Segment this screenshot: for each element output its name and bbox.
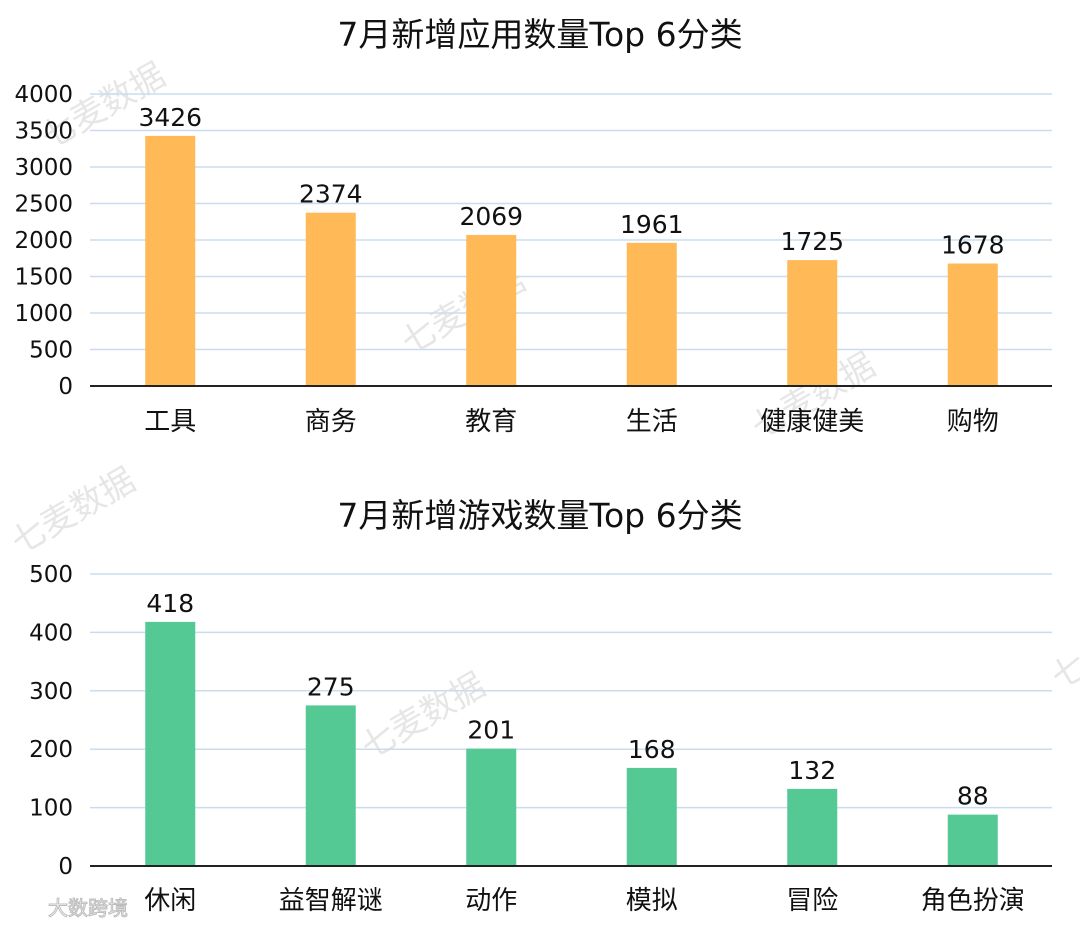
y-tick-label: 400 xyxy=(29,620,73,646)
bar xyxy=(947,814,998,866)
x-tick-label: 工具 xyxy=(144,407,196,437)
bar xyxy=(145,621,196,866)
bar xyxy=(145,135,196,386)
bar xyxy=(466,234,517,386)
y-tick-label: 500 xyxy=(29,562,73,588)
x-tick-label: 教育 xyxy=(465,407,517,437)
brand-watermark: 大数跨境 xyxy=(48,896,128,920)
apps-chart: 7月新增应用数量Top 6分类 0 500 1000 1500 2000 2500 3000 3… xyxy=(14,15,1052,437)
y-tick-label: 4000 xyxy=(14,82,73,108)
data-label: 2069 xyxy=(459,202,523,231)
y-tick-label: 3000 xyxy=(14,155,73,181)
data-label: 1961 xyxy=(620,210,684,239)
y-tick-label: 0 xyxy=(58,854,73,880)
x-tick-label: 动作 xyxy=(465,886,517,916)
chart-title: 7月新增游戏数量Top 6分类 xyxy=(337,496,742,535)
bar xyxy=(466,748,517,866)
bar xyxy=(787,788,838,866)
watermark-text: 七麦数据 xyxy=(5,460,143,563)
x-tick-label: 生活 xyxy=(626,407,678,437)
y-tick-label: 1500 xyxy=(14,265,73,291)
x-tick-label: 休闲 xyxy=(144,886,196,916)
data-label: 168 xyxy=(628,735,676,764)
x-tick-label: 模拟 xyxy=(626,886,678,916)
y-tick-label: 0 xyxy=(58,374,73,400)
y-tick-label: 1000 xyxy=(14,301,73,327)
bar xyxy=(305,212,356,386)
y-tick-label: 3500 xyxy=(14,119,73,145)
data-label: 418 xyxy=(146,589,194,618)
bar xyxy=(787,260,838,386)
y-tick-label: 200 xyxy=(29,737,73,763)
data-label: 132 xyxy=(788,756,836,785)
data-label: 2374 xyxy=(299,180,363,209)
data-label: 275 xyxy=(307,672,355,701)
x-tick-label: 购物 xyxy=(947,407,999,437)
x-tick-label: 益智解谜 xyxy=(279,886,383,916)
data-label: 3426 xyxy=(138,103,202,132)
x-tick-label: 角色扮演 xyxy=(921,886,1025,916)
bar xyxy=(947,263,998,386)
data-label: 1725 xyxy=(780,227,844,256)
bar xyxy=(626,767,677,866)
watermark-text: 七麦数据 xyxy=(1045,595,1080,698)
data-label: 1678 xyxy=(941,231,1005,260)
y-tick-label: 100 xyxy=(29,796,73,822)
data-label: 201 xyxy=(467,716,515,745)
x-tick-label: 健康健美 xyxy=(760,407,864,437)
x-tick-label: 商务 xyxy=(305,407,357,437)
chart-title: 7月新增应用数量Top 6分类 xyxy=(337,15,742,54)
games-chart: 7月新增游戏数量Top 6分类 0 100 200 300 400 500 418 休闲 275 益… xyxy=(29,496,1052,916)
y-tick-label: 500 xyxy=(29,338,73,364)
data-label: 88 xyxy=(957,782,989,811)
y-tick-label: 2500 xyxy=(14,192,73,218)
bar xyxy=(305,705,356,866)
x-tick-label: 冒险 xyxy=(786,886,838,916)
y-tick-label: 300 xyxy=(29,679,73,705)
bar xyxy=(626,242,677,386)
y-tick-label: 2000 xyxy=(14,228,73,254)
